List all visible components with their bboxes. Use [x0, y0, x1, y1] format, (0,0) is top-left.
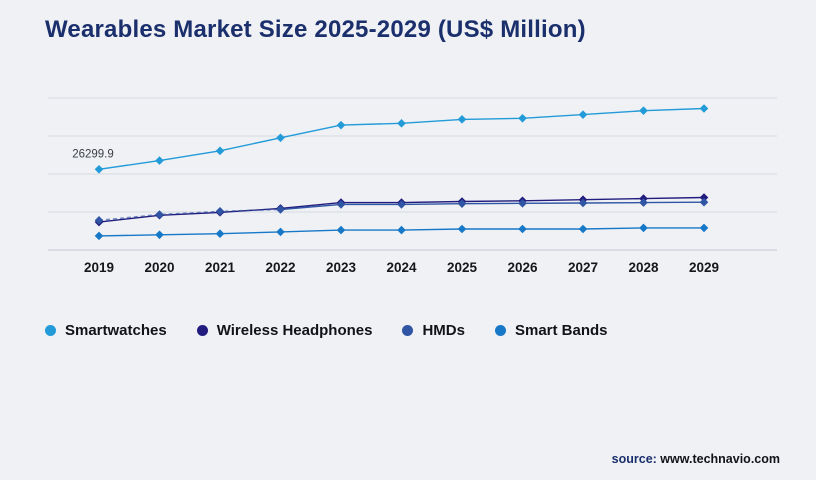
legend-dot-icon	[494, 325, 506, 336]
legend-item-smart-bands: Smart Bands	[494, 322, 608, 339]
marker-smart-bands	[336, 225, 346, 235]
x-tick-label: 2028	[628, 260, 659, 275]
line-chart-svg: 2019 2020 2021 2022 2023 2024 2025 2026 2027 2028…	[48, 97, 777, 275]
marker-hmds	[699, 197, 709, 207]
marker-smart-bands	[699, 223, 709, 233]
marker-smart-bands	[639, 223, 648, 233]
source-label: source:	[611, 452, 657, 466]
legend-label: Smart Bands	[514, 322, 608, 339]
marker-smartwatches	[518, 113, 527, 123]
x-tick-label: 2022	[265, 260, 295, 275]
x-tick-label: 2019	[84, 260, 114, 275]
marker-smart-bands	[215, 229, 225, 239]
series-line-hmds	[280, 201, 705, 211]
legend-label: HMDs	[422, 322, 465, 339]
marker-smart-bands	[155, 230, 164, 240]
source-attribution: source: www.technavio.com	[612, 452, 780, 466]
marker-smartwatches	[276, 133, 285, 143]
x-tick-label: 2024	[386, 260, 417, 275]
chart-title: Wearables Market Size 2025-2029 (US$ Mil…	[45, 16, 586, 43]
x-tick-label: 2021	[205, 260, 236, 275]
legend-dot-icon	[196, 325, 208, 336]
marker-hmds	[336, 200, 346, 209]
marker-smartwatches	[155, 156, 164, 165]
x-tick-label: 2025	[447, 260, 478, 275]
marker-hmds	[155, 210, 164, 219]
marker-hmds	[639, 198, 648, 207]
marker-smartwatches	[215, 146, 225, 156]
marker-smart-bands	[276, 227, 285, 237]
marker-smartwatches	[336, 120, 346, 130]
marker-hmds	[215, 206, 225, 216]
marker-smartwatches	[578, 110, 588, 119]
legend-label: Wireless Headphones	[216, 322, 373, 339]
source-url: www.technavio.com	[656, 452, 780, 466]
data-label: 26299.9	[72, 148, 114, 160]
x-tick-label: 2023	[326, 260, 357, 275]
legend-label: Smartwatches	[65, 322, 167, 339]
legend-dot-icon	[402, 325, 414, 336]
marker-smart-bands	[578, 224, 588, 234]
marker-smart-bands	[457, 224, 467, 234]
x-tick-label: 2026	[507, 260, 538, 275]
legend-item-wireless-headphones: Wireless Headphones	[196, 322, 373, 339]
marker-hmds	[578, 198, 588, 208]
x-tick-label: 2020	[144, 260, 174, 275]
marker-smartwatches	[639, 106, 648, 115]
marker-smartwatches	[699, 104, 709, 113]
x-tick-label: 2027	[568, 260, 598, 275]
x-tick-label: 2029	[689, 260, 719, 275]
marker-smartwatches	[457, 115, 467, 124]
line-chart: 2019 2020 2021 2022 2023 2024 2025 2026 2027 2028…	[40, 88, 785, 293]
marker-smart-bands	[518, 224, 527, 234]
marker-wireless-headphones	[699, 193, 709, 202]
marker-smartwatches	[397, 119, 406, 128]
legend-dot-icon	[45, 325, 56, 336]
chart-legend: Smartwatches Wireless Headphones HMDs Smart…	[45, 322, 608, 339]
legend-item-hmds: HMDs	[402, 322, 465, 339]
series-line-smartwatches	[98, 107, 705, 170]
marker-hmds	[94, 216, 104, 225]
marker-hmds	[397, 200, 406, 209]
legend-item-smartwatches: Smartwatches	[45, 322, 167, 339]
marker-smart-bands	[397, 225, 406, 235]
series-line-hmds-dashed	[98, 208, 281, 221]
marker-smartwatches	[94, 164, 104, 174]
marker-smart-bands	[94, 231, 104, 241]
